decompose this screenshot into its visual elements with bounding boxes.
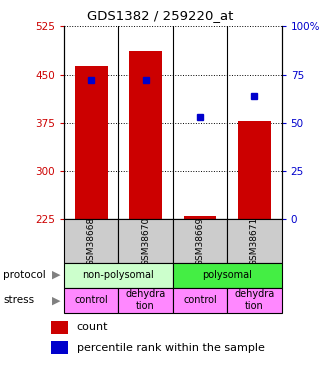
FancyBboxPatch shape: [64, 219, 118, 262]
Text: stress: stress: [3, 295, 34, 305]
Text: count: count: [77, 322, 108, 332]
Text: GSM38671: GSM38671: [250, 216, 259, 266]
Text: GSM38668: GSM38668: [87, 216, 96, 266]
Text: percentile rank within the sample: percentile rank within the sample: [77, 343, 265, 353]
FancyBboxPatch shape: [173, 288, 227, 313]
FancyBboxPatch shape: [227, 288, 282, 313]
Bar: [51, 341, 68, 354]
FancyBboxPatch shape: [118, 219, 173, 262]
Bar: [129, 51, 162, 219]
Text: protocol: protocol: [3, 270, 46, 280]
Text: GDS1382 / 259220_at: GDS1382 / 259220_at: [87, 9, 233, 22]
Text: GSM38669: GSM38669: [196, 216, 204, 266]
Text: ▶: ▶: [52, 295, 61, 305]
Text: polysomal: polysomal: [202, 270, 252, 280]
Bar: [75, 66, 108, 219]
Bar: [184, 216, 216, 219]
FancyBboxPatch shape: [173, 219, 227, 262]
FancyBboxPatch shape: [64, 262, 173, 288]
Text: control: control: [74, 295, 108, 305]
FancyBboxPatch shape: [173, 262, 282, 288]
FancyBboxPatch shape: [118, 288, 173, 313]
Bar: [238, 121, 271, 219]
Text: GSM38670: GSM38670: [141, 216, 150, 266]
Text: non-polysomal: non-polysomal: [83, 270, 154, 280]
Text: control: control: [183, 295, 217, 305]
Text: dehydra
tion: dehydra tion: [125, 290, 166, 311]
FancyBboxPatch shape: [227, 219, 282, 262]
FancyBboxPatch shape: [64, 288, 118, 313]
Text: dehydra
tion: dehydra tion: [234, 290, 275, 311]
Text: ▶: ▶: [52, 270, 61, 280]
Bar: [51, 321, 68, 334]
